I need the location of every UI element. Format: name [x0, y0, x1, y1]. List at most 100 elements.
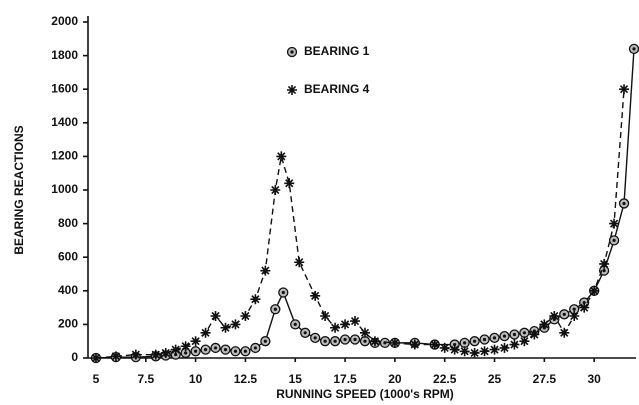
data-point — [439, 342, 450, 353]
data-point — [250, 342, 261, 354]
data-point — [190, 346, 201, 357]
y-tick-label: 1600 — [51, 81, 78, 95]
data-point — [278, 287, 289, 298]
x-tick-label: 20 — [388, 372, 402, 386]
data-point — [300, 327, 311, 338]
data-point — [230, 319, 241, 330]
data-point — [270, 185, 281, 195]
data-point — [479, 346, 490, 357]
data-point — [608, 235, 620, 246]
legend-label: BEARING 1 — [304, 44, 370, 58]
y-tick-label: 800 — [58, 216, 78, 230]
data-point — [276, 151, 287, 162]
data-point — [619, 84, 630, 95]
series-line — [95, 89, 625, 359]
y-tick-label: 1400 — [51, 115, 78, 129]
legend-marker — [286, 46, 298, 58]
data-point — [130, 349, 141, 360]
data-point — [290, 319, 301, 330]
data-point — [349, 334, 361, 345]
data-point — [429, 339, 440, 350]
data-point — [579, 302, 590, 313]
y-tick-label: 2000 — [51, 14, 78, 28]
data-point — [569, 311, 580, 321]
data-point — [90, 353, 101, 363]
x-tick-label: 7.5 — [137, 372, 154, 386]
data-point — [150, 349, 161, 360]
data-point — [479, 334, 490, 345]
data-point — [449, 344, 460, 355]
y-tick-label: 600 — [58, 249, 78, 263]
data-point — [110, 351, 121, 362]
data-point — [284, 178, 295, 189]
y-tick-label: 400 — [58, 283, 78, 297]
data-point — [329, 336, 341, 347]
data-point — [599, 258, 610, 269]
data-point — [230, 346, 241, 357]
data-point — [489, 332, 500, 343]
legend-marker — [287, 85, 297, 95]
x-tick-label: 15 — [289, 372, 303, 386]
data-point — [509, 339, 520, 350]
data-point — [489, 344, 500, 355]
x-tick-label: 22.5 — [433, 372, 457, 386]
y-tick-label: 1000 — [51, 182, 78, 196]
x-tick-label: 30 — [587, 372, 601, 386]
data-point — [539, 319, 550, 330]
y-tick-label: 200 — [58, 317, 78, 331]
data-point — [589, 285, 600, 296]
data-point — [459, 346, 470, 357]
data-point — [369, 336, 380, 347]
data-point — [340, 319, 351, 330]
data-point — [359, 336, 371, 347]
data-point — [350, 316, 361, 327]
x-axis-label: RUNNING SPEED (1000's RPM) — [276, 387, 454, 401]
data-point — [200, 344, 211, 355]
x-tick-label: 10 — [189, 372, 203, 386]
data-point — [220, 322, 231, 333]
data-point — [200, 327, 211, 338]
y-tick-label: 1800 — [51, 48, 78, 62]
y-tick-label: 1200 — [51, 149, 78, 163]
data-point — [210, 311, 221, 321]
x-tick-label: 17.5 — [333, 372, 357, 386]
data-point — [469, 347, 480, 358]
data-point — [609, 218, 620, 229]
data-point — [310, 290, 321, 301]
data-point — [509, 329, 520, 340]
data-point — [220, 344, 231, 355]
x-tick-label: 25 — [488, 372, 502, 386]
x-tick-label: 27.5 — [533, 372, 557, 386]
data-point — [529, 329, 540, 340]
data-point — [294, 257, 305, 268]
data-point — [559, 309, 570, 320]
data-point — [559, 327, 570, 338]
legend-label: BEARING 4 — [304, 82, 370, 96]
data-point — [598, 265, 610, 276]
data-point — [339, 334, 351, 345]
data-point — [330, 322, 341, 333]
data-point — [499, 331, 510, 342]
data-point — [260, 336, 271, 347]
data-point — [310, 332, 321, 343]
data-point — [260, 265, 271, 276]
data-point — [240, 346, 251, 357]
data-point — [319, 336, 331, 347]
data-point — [389, 337, 400, 348]
data-point — [210, 342, 221, 354]
data-point — [160, 347, 171, 358]
data-point — [519, 327, 530, 338]
data-point — [190, 336, 201, 347]
data-point — [499, 342, 510, 353]
data-point — [359, 327, 370, 338]
data-point — [469, 336, 480, 347]
x-tick-label: 12.5 — [234, 372, 258, 386]
data-point — [409, 339, 420, 350]
x-tick-label: 5 — [93, 372, 100, 386]
data-point — [618, 198, 630, 209]
data-point — [170, 344, 181, 355]
data-point — [549, 311, 560, 321]
data-point — [519, 336, 530, 347]
data-point — [270, 304, 281, 315]
